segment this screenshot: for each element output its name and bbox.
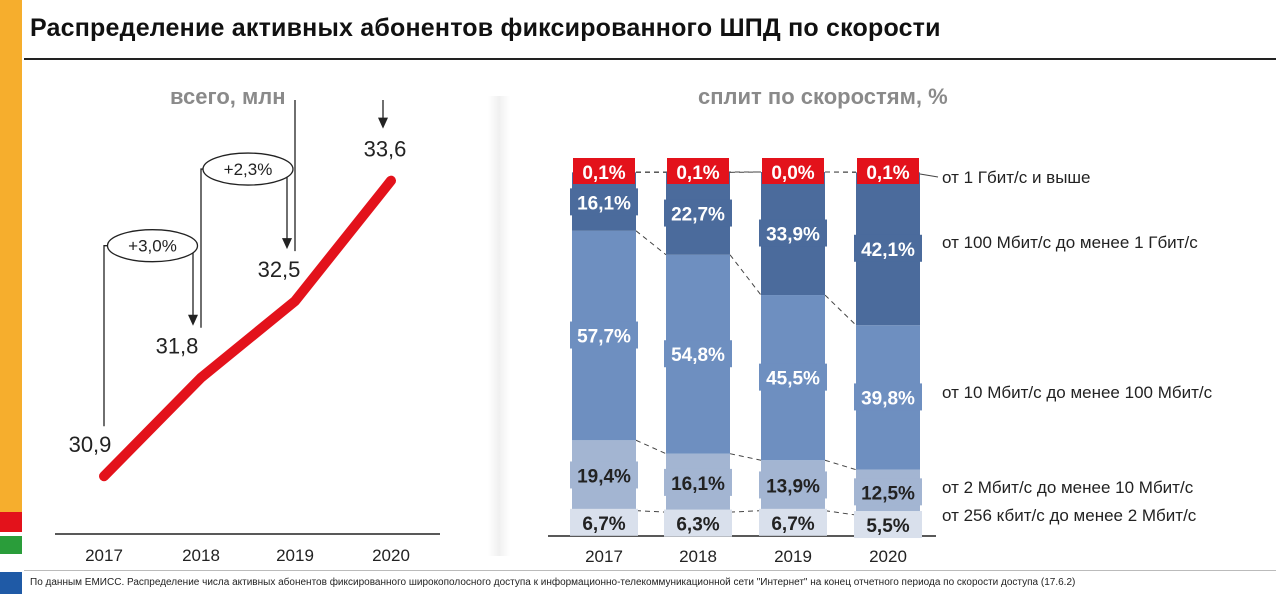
line-chart-x-tick-label: 2017 — [85, 546, 123, 565]
legend-leader-line — [919, 173, 939, 178]
bar-segment-label: 54,8% — [671, 345, 725, 366]
growth-badge — [202, 152, 294, 186]
segment-connector — [635, 439, 667, 455]
bar-segment-label-box — [570, 508, 638, 536]
side-stripe-green — [0, 536, 22, 554]
bar-segment-label: 0,1% — [676, 163, 719, 184]
bar-segment-label: 45,5% — [766, 369, 820, 390]
bar-segment-label: 6,7% — [582, 514, 625, 535]
bar-segment-label-box — [664, 468, 732, 496]
bar-chart-x-tick-label: 2018 — [679, 547, 717, 566]
growth-label: +3,0% — [128, 237, 177, 256]
total-subscribers-line-chart: 2017 2018 2019 2020 +3,0% +2,3% +3,3% 30,9 31,8 3… — [55, 100, 440, 565]
line-chart-x-tick-label: 2019 — [276, 546, 314, 565]
line-value-label: 31,8 — [156, 334, 199, 359]
bar-segment-label: 0,1% — [866, 163, 909, 184]
bar-segment-label: 16,1% — [577, 193, 631, 214]
bar-chart-x-tick-label: 2019 — [774, 547, 812, 566]
side-stripe-blue — [0, 572, 22, 594]
bar-segment-label: 33,9% — [766, 225, 820, 246]
side-stripe-orange — [0, 0, 22, 512]
bar-segment-label-box — [759, 471, 827, 499]
source-footnote: По данным ЕМИСС. Распределение числа акт… — [30, 577, 1076, 588]
line-value-label: 30,9 — [69, 432, 112, 457]
growth-bracket-line — [200, 168, 288, 328]
growth-bracket: +3,3% — [294, 100, 388, 252]
bar-chart-x-tick-label: 2017 — [585, 547, 623, 566]
bar-segment-label-box — [664, 509, 732, 537]
bar-top-segment-badge — [667, 158, 729, 184]
bar-top-segment-badge — [573, 158, 635, 184]
growth-bracket-line — [294, 100, 384, 252]
subscribers-series-line — [99, 175, 396, 482]
bar-top-segment-badge — [762, 158, 824, 184]
bar-segment-label: 19,4% — [577, 466, 631, 487]
bar-segment-label: 6,3% — [676, 515, 719, 536]
line-value-label: 33,6 — [364, 137, 407, 162]
growth-badge — [106, 229, 199, 263]
segment-connector — [729, 510, 762, 513]
line-chart-x-tick-label: 2020 — [372, 546, 410, 565]
footer-divider — [24, 570, 1276, 571]
bar-segment-label-box — [570, 321, 638, 349]
bar-segment-label-box — [854, 511, 922, 539]
bar-segment-label-box — [854, 383, 922, 411]
segment-connector — [635, 230, 667, 256]
bar-segment-label-box — [854, 478, 922, 506]
bar-segment-label: 13,9% — [766, 476, 820, 497]
bar-segment-label: 0,1% — [582, 163, 625, 184]
bar-segment-label-box — [759, 508, 827, 536]
legend-label: от 1 Гбит/с и выше — [942, 168, 1091, 187]
line-value-label: 32,5 — [258, 257, 301, 282]
bar-segment-label: 39,8% — [861, 388, 915, 409]
side-stripe-red — [0, 512, 22, 532]
bar-segment-label: 42,1% — [861, 240, 915, 261]
segment-connector — [729, 453, 762, 461]
legend-label: от 100 Мбит/с до менее 1 Гбит/с — [942, 233, 1198, 252]
bar-top-segment-badge — [857, 158, 919, 184]
bar-segment-label-box — [570, 461, 638, 489]
bar-segment-label: 5,5% — [866, 516, 909, 537]
line-chart-x-tick-label: 2018 — [182, 546, 220, 565]
bar-segment-label-box — [759, 219, 827, 247]
growth-arrow-head — [282, 238, 292, 250]
bar-segment-label-box — [854, 234, 922, 262]
growth-bracket: +2,3% — [200, 152, 294, 328]
bar-chart-x-tick-label: 2020 — [869, 547, 907, 566]
bar-segment-label-box — [759, 363, 827, 391]
segment-connector — [824, 294, 857, 326]
legend-label: от 10 Мбит/с до менее 100 Мбит/с — [942, 383, 1213, 402]
segment-connector — [635, 510, 667, 513]
bar-segment-label: 12,5% — [861, 483, 915, 504]
growth-label: +2,3% — [224, 160, 273, 179]
bar-segment-label: 22,7% — [671, 205, 725, 226]
bar-segment-label-box — [664, 340, 732, 368]
legend-label: от 2 Мбит/с до менее 10 Мбит/с — [942, 478, 1194, 497]
segment-connector — [824, 459, 857, 471]
bar-segment-label: 0,0% — [771, 163, 814, 184]
side-stripe-white-2 — [0, 554, 22, 572]
title-divider — [24, 58, 1276, 60]
segment-connector — [824, 510, 857, 516]
bar-segment-label-box — [664, 199, 732, 227]
bar-segment-label-box — [570, 188, 638, 216]
panel-divider-shadow — [488, 96, 510, 556]
bar-segment-label: 16,1% — [671, 474, 725, 495]
growth-bracket: +3,0% — [103, 229, 199, 427]
left-chart-subtitle: всего, млн — [170, 84, 286, 109]
bar-segment-label: 57,7% — [577, 327, 631, 348]
page-title: Распределение активных абонентов фиксиро… — [30, 14, 941, 42]
bar-segment-label: 6,7% — [771, 514, 814, 535]
side-stripe-white — [0, 532, 22, 536]
legend-label: от 256 кбит/с до менее 2 Мбит/с — [942, 506, 1197, 525]
speed-split-stacked-bar-chart: 2017 2018 2019 2020 6,7% 19,4% 57,7% 16,1% 0,1% 6… — [548, 158, 1213, 566]
growth-arrow-head — [188, 314, 198, 326]
growth-arrow-head — [378, 117, 388, 129]
right-chart-subtitle: сплит по скоростям, % — [698, 84, 948, 109]
segment-connector — [729, 254, 762, 296]
